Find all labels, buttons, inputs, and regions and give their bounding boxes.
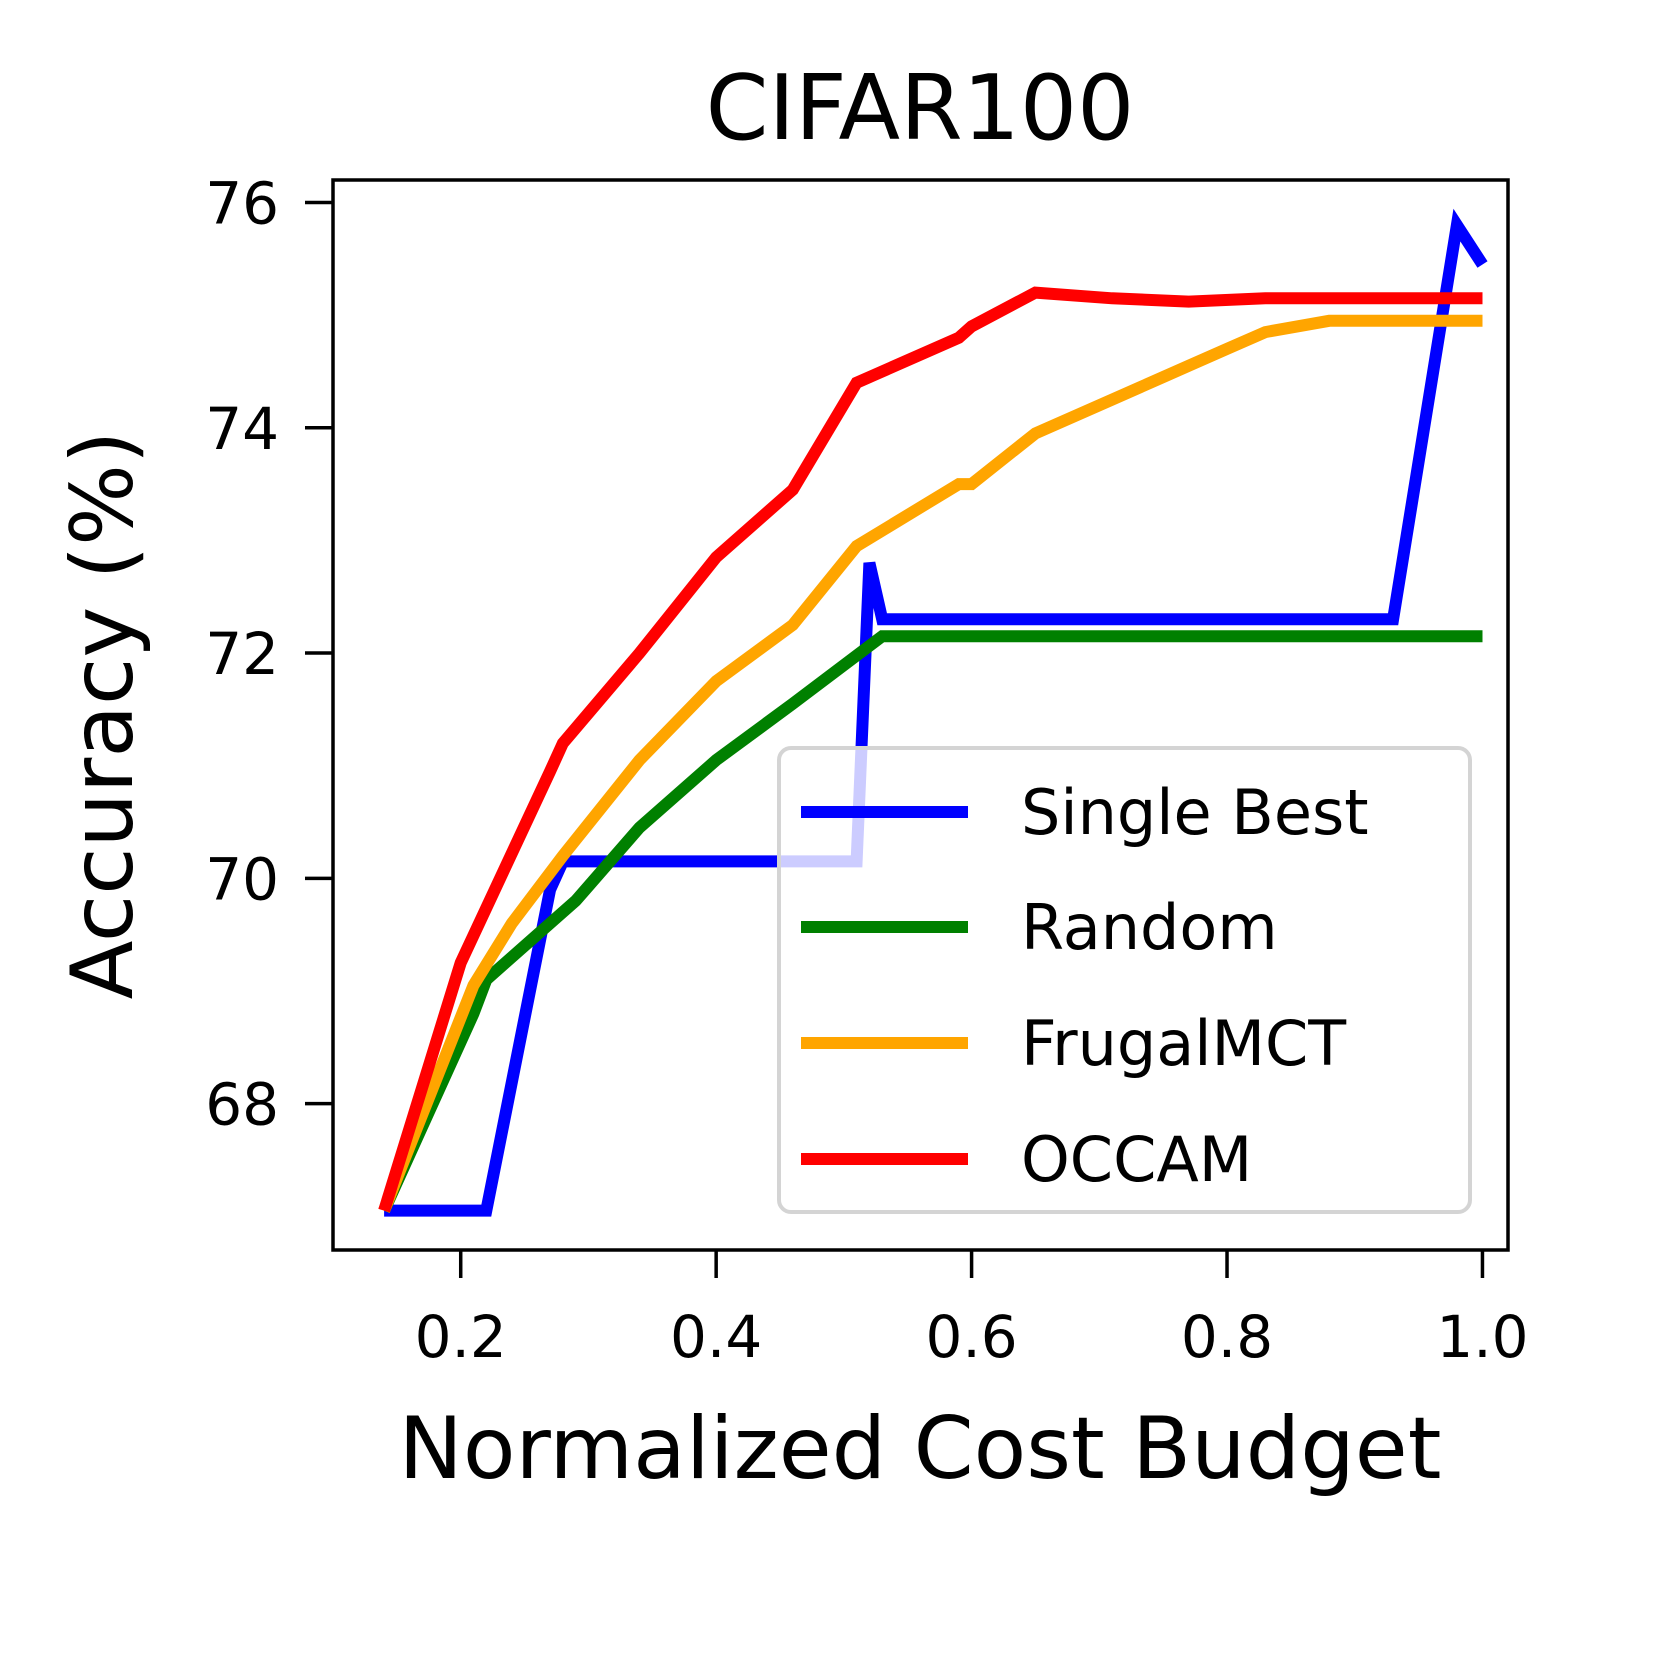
legend-box xyxy=(777,746,1472,1214)
y-tick-label: 70 xyxy=(205,845,279,913)
ticks-layer: 0.2 0.4 0.6 0.8 1.0 68 70 72 74 76 xyxy=(205,170,1528,1371)
y-tick-label: 72 xyxy=(205,620,279,688)
x-tick-label: 0.4 xyxy=(670,1303,762,1371)
legend-label-frugalmct: FrugalMCT xyxy=(1021,1007,1347,1080)
y-axis-label: Accuracy (%) xyxy=(53,431,153,1000)
legend-label-occam: OCCAM xyxy=(1021,1123,1252,1196)
series-line-occam xyxy=(378,286,1483,1213)
x-axis-label: Normalized Cost Budget xyxy=(399,1399,1442,1499)
legend-label-single-best: Single Best xyxy=(1021,776,1369,849)
y-tick-label: 74 xyxy=(205,395,279,463)
x-tick-label: 1.0 xyxy=(1436,1303,1528,1371)
chart-title: CIFAR100 xyxy=(706,56,1135,161)
legend: Single Best Random FrugalMCT OCCAM xyxy=(777,746,1472,1214)
legend-label-random: Random xyxy=(1021,891,1278,964)
x-tick-label: 0.2 xyxy=(415,1303,507,1371)
x-tick-label: 0.8 xyxy=(1181,1303,1273,1371)
plot-frame xyxy=(331,178,1510,1252)
y-tick-label: 68 xyxy=(205,1071,279,1139)
series-line-frugalmct xyxy=(378,314,1483,1213)
series-line-random xyxy=(378,630,1483,1214)
x-tick-label: 0.6 xyxy=(925,1303,1017,1371)
y-tick-label: 76 xyxy=(205,170,279,238)
legend-items: Single Best Random FrugalMCT OCCAM xyxy=(801,776,1369,1196)
